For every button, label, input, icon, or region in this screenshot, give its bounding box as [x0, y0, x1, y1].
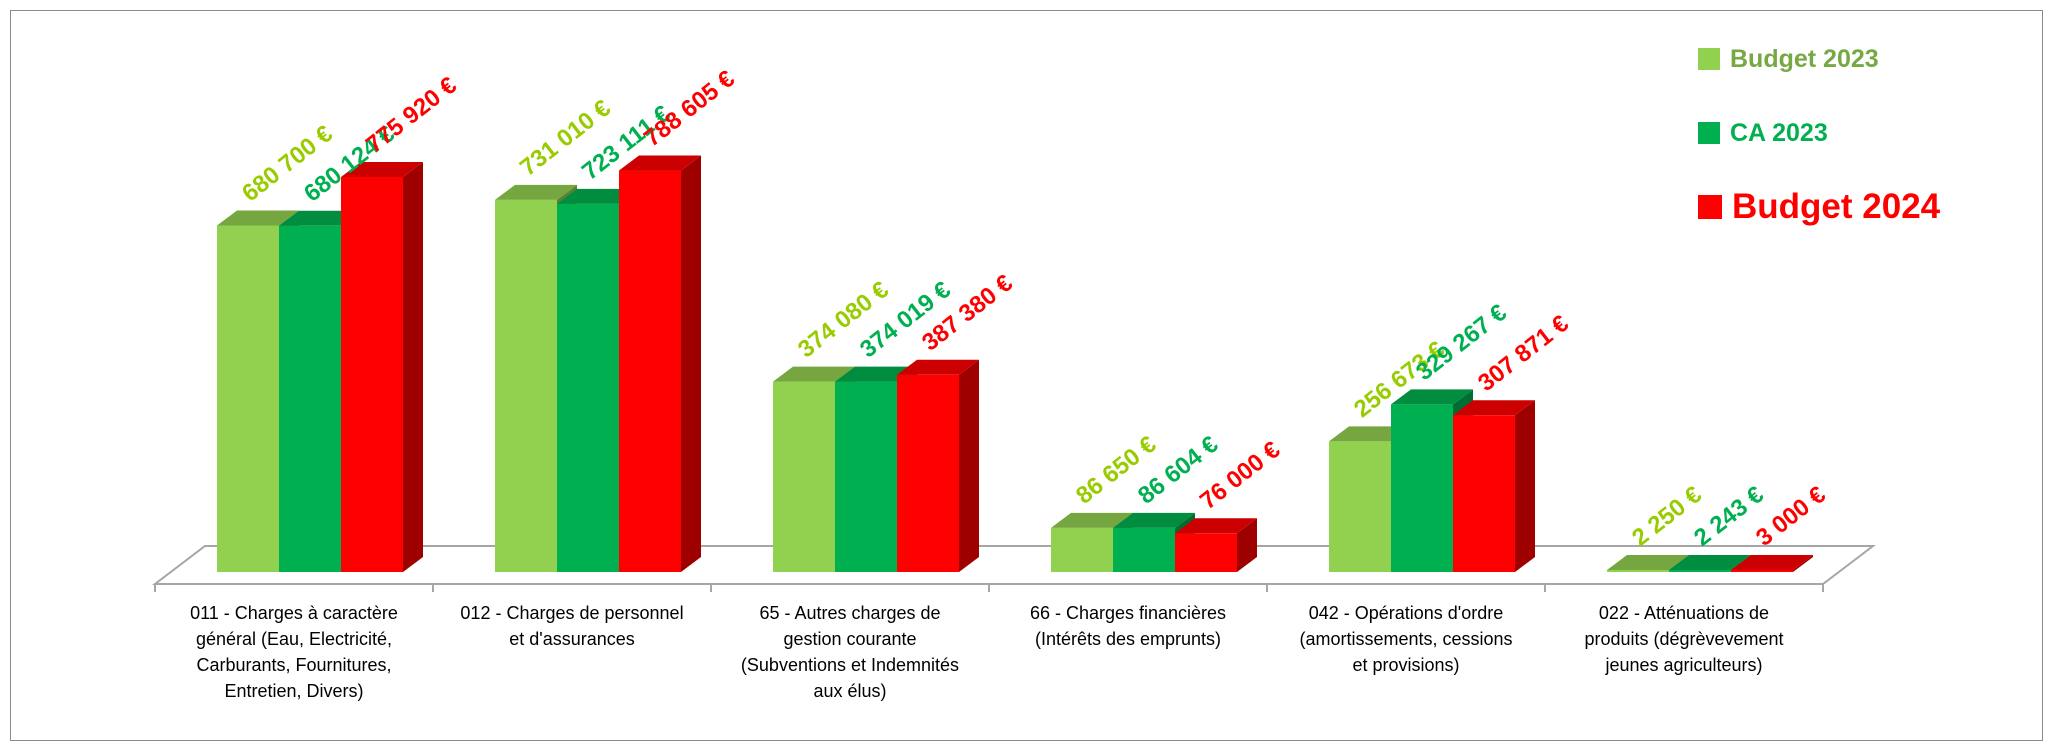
legend-swatch-budget-2024 [1698, 195, 1722, 219]
bar-side-5-2 [1793, 555, 1813, 572]
bar-side-1-2 [681, 155, 701, 572]
category-label: 65 - Autres charges de gestion courante … [740, 603, 960, 701]
bar-4-2 [1453, 415, 1515, 572]
data-label-0-2: 775 920 € [361, 72, 462, 159]
bar-5-1 [1669, 570, 1731, 572]
legend-swatch-ca-2023 [1698, 122, 1720, 144]
legend-item-budget-2024: Budget 2024 [1698, 184, 1940, 230]
bar-top-4-2 [1453, 400, 1535, 416]
legend-label-ca-2023: CA 2023 [1730, 118, 1828, 147]
category-label: 042 - Opérations d'ordre (amortissements… [1299, 603, 1513, 675]
bar-top-1-1 [557, 188, 639, 204]
bar-top-1-0 [495, 184, 577, 200]
bar-side-0-2 [403, 162, 423, 572]
bar-top-0-2 [341, 162, 423, 177]
bar-4-1 [1391, 404, 1453, 572]
bar-top-3-2 [1175, 518, 1257, 534]
bar-top-5-1 [1669, 555, 1751, 570]
bar-top-5-0 [1607, 555, 1689, 570]
category-label: 022 - Atténuations de produits (dégrèvev… [1584, 603, 1784, 675]
bar-2-2 [897, 374, 959, 572]
category-label: 012 - Charges de personnel et d'assuranc… [460, 603, 684, 649]
legend-label-budget-2024: Budget 2024 [1732, 187, 1941, 226]
data-label-5-0: 2 250 € [1627, 481, 1707, 552]
bar-side-2-2 [959, 359, 979, 572]
bar-top-0-0 [217, 210, 299, 226]
bar-2-0 [773, 381, 835, 572]
legend: Budget 2023 CA 2023 Budget 2024 [1698, 40, 1940, 230]
data-label-5-1: 2 243 € [1689, 481, 1769, 552]
bar-0-1 [279, 225, 341, 573]
bar-side-3-2 [1237, 518, 1257, 572]
bar-3-0 [1051, 527, 1113, 572]
bar-top-2-2 [897, 359, 979, 375]
bar-3-2 [1175, 533, 1237, 572]
bar-top-1-2 [619, 155, 701, 171]
legend-swatch-budget-2023 [1698, 48, 1720, 70]
category-label: 011 - Charges à caractère général (Eau, … [190, 603, 398, 701]
bar-0-2 [341, 177, 403, 572]
chart-frame [10, 10, 2043, 741]
bar-top-0-1 [279, 210, 361, 226]
bar-0-0 [217, 225, 279, 572]
bar-top-4-0 [1329, 426, 1411, 442]
bar-1-1 [557, 203, 619, 572]
bar-4-0 [1329, 441, 1391, 572]
bar-top-3-1 [1113, 512, 1195, 528]
bar-1-2 [619, 170, 681, 572]
bar-2-1 [835, 381, 897, 572]
legend-label-budget-2023: Budget 2023 [1730, 44, 1879, 73]
bar-5-0 [1607, 570, 1669, 572]
bar-side-4-2 [1515, 400, 1535, 572]
bar-1-0 [495, 199, 557, 572]
bar-top-2-1 [835, 366, 917, 382]
bar-top-2-0 [773, 366, 855, 382]
bar-top-3-0 [1051, 512, 1133, 528]
bar-top-5-2 [1731, 555, 1813, 570]
legend-item-budget-2023: Budget 2023 [1698, 40, 1940, 78]
bar-5-2 [1731, 570, 1793, 572]
bar-top-4-1 [1391, 389, 1473, 405]
category-label: 66 - Charges financières (Intérêts des e… [1029, 603, 1227, 649]
bar-3-1 [1113, 527, 1175, 572]
data-label-5-2: 3 000 € [1751, 481, 1831, 552]
legend-item-ca-2023: CA 2023 [1698, 114, 1940, 152]
